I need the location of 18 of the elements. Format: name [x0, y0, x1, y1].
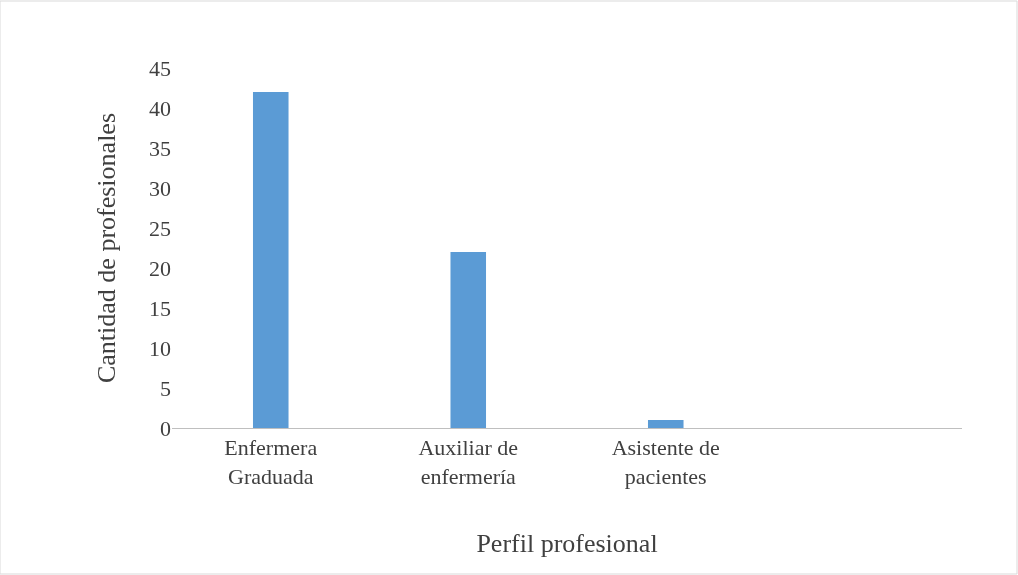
x-axis-title: Perfil profesional — [476, 528, 658, 558]
y-tick-label: 30 — [149, 175, 171, 201]
y-tick-label: 35 — [149, 135, 171, 161]
y-tick-label: 25 — [149, 215, 171, 241]
y-tick-label: 15 — [149, 295, 171, 321]
y-tick-label: 5 — [160, 375, 171, 401]
y-tick-label: 10 — [149, 335, 171, 361]
bar — [647, 420, 684, 428]
y-tick-label: 40 — [149, 95, 171, 121]
y-axis-title: Cantidad de profesionales — [92, 112, 122, 384]
y-tick-label: 45 — [149, 55, 171, 81]
y-tick-label: 0 — [160, 415, 171, 441]
y-tick-label: 20 — [149, 255, 171, 281]
x-tick-label: Auxiliar de enfermería — [418, 435, 519, 489]
bar — [450, 252, 487, 428]
bar — [252, 92, 289, 428]
x-tick-label: Asistente de pacientes — [611, 435, 720, 489]
x-tick-label: Enfermera Graduada — [224, 435, 318, 489]
